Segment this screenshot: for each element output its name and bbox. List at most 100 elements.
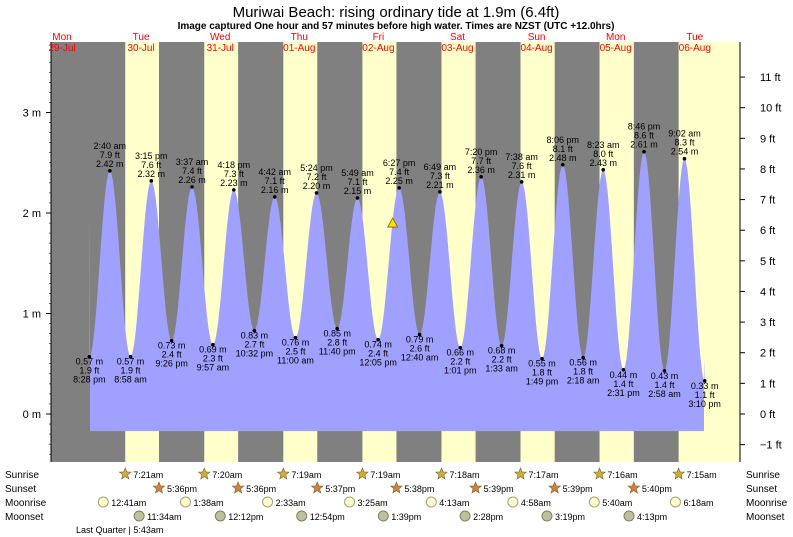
left-tick-label: 2 m	[23, 208, 41, 220]
sunset-time: 5:36pm	[246, 484, 276, 494]
low-tide-label: 9:57 am	[197, 363, 230, 373]
high-tide-label: 7.3 ft	[430, 171, 451, 181]
right-tick-label: 10 ft	[760, 103, 781, 115]
low-tide-label: 2.6 ft	[410, 344, 431, 354]
moonset-icon	[541, 510, 553, 522]
sunrise-label-right: Sunrise	[746, 470, 780, 481]
high-tide-label: 2.32 m	[138, 169, 166, 179]
day-name: Mon	[606, 32, 625, 43]
day-date: 01-Aug	[283, 43, 315, 54]
low-tide-label: 2.5 ft	[285, 347, 306, 357]
low-tide-label: 0.76 m	[282, 338, 310, 348]
low-tide-point	[581, 355, 585, 360]
low-tide-label: 0.85 m	[323, 329, 351, 339]
right-tick-label: 6 ft	[760, 225, 775, 237]
moonrise-icon	[425, 496, 437, 508]
low-tide-label: 0.83 m	[241, 331, 269, 341]
low-tide-point	[540, 356, 544, 361]
low-tide-point	[211, 342, 215, 347]
low-tide-label: 10:32 pm	[236, 349, 274, 359]
moonrise-time: 3:25am	[358, 498, 388, 508]
day-name: Tue	[133, 32, 150, 43]
moonset-time: 1:39pm	[391, 512, 421, 522]
high-tide-point	[355, 196, 360, 200]
astro-rows: Sunrise Sunset Moonrise Moonset Sunrise …	[5, 467, 788, 535]
high-tide-point	[397, 186, 401, 190]
low-tide-label: 3:10 pm	[688, 399, 721, 409]
low-tide-label: 8:28 pm	[73, 375, 106, 385]
sunset-icon	[389, 481, 403, 494]
low-tide-point	[335, 326, 340, 331]
sunset-icon	[627, 481, 641, 494]
sunset-icon	[310, 481, 324, 494]
axes: 0 m 1 m 2 m 3 m −1 ft 0 ft 1 ft 2 ft 3 ft 4 ft 5 f…	[23, 42, 782, 462]
moonset-time: 12:12pm	[228, 512, 263, 522]
day-headers: Mon29-JulTue30-JulWed31-JulThu01-AugFri0…	[48, 32, 711, 54]
high-tide-label: 8.6 ft	[634, 131, 655, 141]
moonrise-time: 5:40am	[602, 498, 632, 508]
low-tide-label: 2.8 ft	[327, 338, 348, 348]
high-tide-label: 8.0 ft	[593, 149, 614, 159]
high-tide-label: 2.25 m	[385, 176, 413, 186]
moonset-label-left: Moonset	[5, 512, 44, 523]
high-tide-label: 2.15 m	[344, 186, 372, 196]
moonrise-icon	[344, 496, 356, 508]
sunset-label-left: Sunset	[5, 484, 36, 495]
sunrise-icon	[118, 467, 132, 480]
low-tide-point	[128, 354, 133, 359]
high-tide-point	[519, 180, 524, 184]
high-tide-label: 8:23 am	[587, 140, 620, 150]
moonrise-icon	[669, 496, 681, 508]
high-tide-point	[479, 175, 483, 179]
astro-row-items: 7:21am 7:20am 7:19am 7:19am 7:18am 7:17am 7:16…	[97, 467, 717, 522]
right-tick-label: 9 ft	[760, 133, 775, 145]
high-tide-label: 8.1 ft	[553, 144, 574, 154]
low-tide-label: 0.43 m	[651, 371, 679, 381]
high-tide-label: 7.4 ft	[389, 167, 410, 177]
high-tide-point	[107, 168, 112, 173]
day-date: 31-Jul	[207, 43, 234, 54]
high-tide-point	[601, 167, 606, 172]
sunrise-icon	[435, 467, 448, 480]
sunrise-icon	[514, 467, 527, 480]
low-tide-label: 1.4 ft	[654, 380, 675, 390]
moonrise-label-right: Moonrise	[746, 498, 788, 509]
high-tide-label: 2:40 am	[94, 141, 127, 151]
low-tide-label: 12:40 am	[401, 353, 439, 363]
moonrise-time: 4:58am	[521, 498, 551, 508]
low-tide-label: 0.66 m	[447, 348, 475, 358]
day-date: 04-Aug	[520, 43, 552, 54]
high-tide-point	[149, 179, 154, 183]
sunset-time: 5:38pm	[404, 484, 434, 494]
low-tide-label: 1.9 ft	[121, 366, 142, 376]
sunrise-time: 7:15am	[687, 470, 717, 480]
moonrise-icon	[588, 496, 600, 508]
low-tide-label: 2.3 ft	[203, 354, 224, 364]
sunset-time: 5:39pm	[563, 484, 593, 494]
low-tide-point	[293, 335, 298, 340]
moonset-icon	[377, 510, 389, 522]
sunrise-time: 7:18am	[449, 470, 479, 480]
low-tide-point	[417, 332, 422, 337]
low-tide-label: 1.1 ft	[695, 390, 716, 400]
high-tide-label: 7.9 ft	[100, 150, 121, 160]
low-tide-label: 1.4 ft	[613, 379, 634, 389]
high-tide-label: 8:06 pm	[546, 135, 579, 145]
low-tide-point	[87, 354, 92, 359]
low-tide-label: 0.73 m	[158, 341, 186, 351]
low-tide-point	[702, 379, 707, 383]
day-date: 02-Aug	[362, 43, 394, 54]
moonrise-label-left: Moonrise	[5, 498, 47, 509]
low-tide-label: 2:18 am	[567, 376, 600, 386]
day-date: 30-Jul	[127, 43, 154, 54]
right-tick-label: 4 ft	[760, 286, 775, 298]
low-tide-point	[169, 338, 174, 343]
low-tide-label: 9:26 pm	[155, 359, 188, 369]
right-tick-label: 1 ft	[760, 378, 775, 390]
right-tick-label: 0 ft	[760, 409, 775, 421]
high-tide-label: 7.6 ft	[512, 161, 533, 171]
high-tide-label: 2.20 m	[303, 181, 331, 191]
high-tide-point	[190, 185, 194, 189]
low-tide-label: 2:31 pm	[607, 388, 640, 398]
sunset-label-right: Sunset	[746, 484, 777, 495]
